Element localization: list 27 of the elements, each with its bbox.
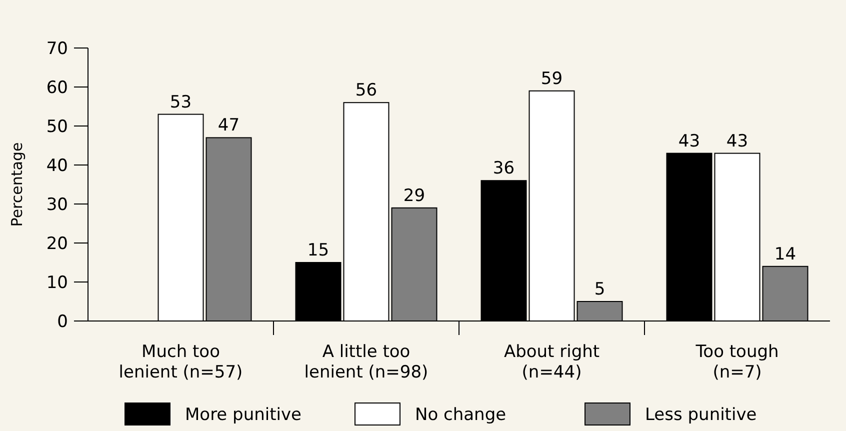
y-tick-label: 50 (46, 116, 68, 137)
x-tick-label: Too tough (n=7) (694, 342, 779, 382)
y-tick-label: 20 (46, 234, 68, 254)
legend-label: Less punitive (645, 404, 757, 425)
y-axis-title: Percentage (8, 142, 26, 227)
x-tick-label: A little too lenient (n=98) (304, 342, 428, 382)
legend-label: More punitive (185, 404, 302, 425)
data-label: 53 (170, 92, 192, 112)
data-label: 56 (355, 80, 378, 101)
data-label: 43 (678, 131, 700, 152)
y-tick-label: 40 (46, 156, 68, 176)
data-label: 36 (492, 158, 515, 179)
data-label: 59 (540, 68, 563, 89)
x-tick-label: About right (n=44) (504, 342, 600, 382)
data-label: 29 (403, 186, 426, 206)
data-label: 14 (774, 244, 796, 264)
y-tick-label: 30 (46, 194, 68, 215)
x-tick-label: Much too lenient (n=57) (118, 342, 243, 382)
y-tick-label: 10 (46, 272, 68, 293)
y-tick-label: 60 (46, 78, 68, 98)
legend-label: No change (415, 404, 506, 425)
data-label: 5 (594, 280, 606, 300)
data-label: 47 (218, 116, 240, 136)
data-label: 15 (307, 240, 330, 260)
y-tick-label: 0 (57, 312, 68, 332)
data-label: 43 (726, 131, 748, 152)
y-tick-label: 70 (46, 38, 68, 59)
